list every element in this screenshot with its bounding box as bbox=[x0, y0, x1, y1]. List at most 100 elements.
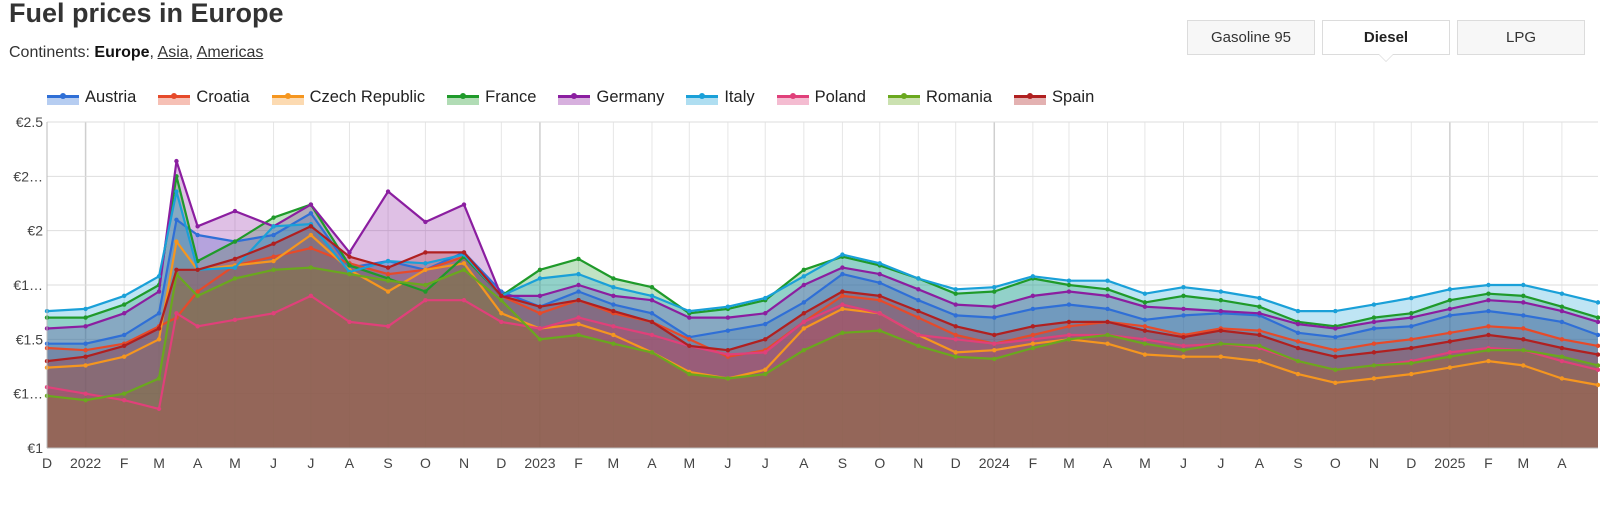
data-point-germany bbox=[347, 250, 352, 255]
legend-swatch bbox=[1014, 91, 1047, 105]
y-tick-label: €1.5 bbox=[16, 331, 43, 347]
data-point-czech-republic bbox=[1559, 376, 1565, 381]
data-point-spain bbox=[840, 289, 845, 294]
data-point-austria bbox=[1521, 313, 1526, 318]
data-point-poland bbox=[1595, 367, 1600, 372]
data-point-romania bbox=[1105, 332, 1110, 338]
data-point-croatia bbox=[271, 254, 276, 259]
data-point-romania bbox=[877, 328, 882, 333]
data-point-spain bbox=[611, 308, 616, 314]
legend-label: Germany bbox=[596, 88, 665, 106]
data-point-austria bbox=[576, 289, 581, 294]
series-area-romania bbox=[47, 267, 1598, 448]
data-point-croatia bbox=[1257, 328, 1262, 333]
data-point-spain bbox=[1486, 332, 1491, 338]
legend-item-germany[interactable]: Germany bbox=[558, 88, 664, 107]
data-point-germany bbox=[1486, 298, 1491, 303]
data-point-romania bbox=[1066, 337, 1072, 342]
legend-item-czech-republic[interactable]: Czech Republic bbox=[271, 88, 425, 107]
x-tick-label: A bbox=[1557, 455, 1567, 471]
data-point-germany bbox=[174, 158, 179, 164]
data-point-austria bbox=[1105, 306, 1110, 312]
data-point-poland bbox=[1181, 343, 1186, 349]
data-point-czech-republic bbox=[801, 326, 807, 331]
legend-label: Croatia bbox=[196, 88, 250, 106]
data-point-poland bbox=[156, 406, 162, 412]
continent-asia-link[interactable]: Asia bbox=[157, 44, 189, 61]
x-tick-label: J bbox=[307, 455, 314, 471]
legend-item-italy[interactable]: Italy bbox=[686, 88, 755, 107]
data-point-spain bbox=[725, 348, 731, 353]
data-point-austria bbox=[877, 280, 882, 286]
data-point-croatia bbox=[916, 315, 921, 320]
data-point-germany bbox=[156, 289, 162, 294]
data-point-czech-republic bbox=[385, 289, 391, 294]
data-point-italy bbox=[649, 293, 655, 299]
data-point-croatia bbox=[1030, 332, 1036, 338]
data-point-spain bbox=[1181, 334, 1186, 340]
tab-diesel[interactable]: Diesel bbox=[1322, 20, 1450, 62]
x-tick-label: A bbox=[345, 455, 355, 471]
legend-label: Italy bbox=[724, 88, 755, 106]
fuel-type-tabs: Gasoline 95 Diesel LPG bbox=[1187, 20, 1592, 62]
legend-label: Austria bbox=[85, 88, 137, 106]
data-point-romania bbox=[308, 265, 314, 270]
data-point-croatia bbox=[1066, 324, 1072, 329]
tab-gasoline-95[interactable]: Gasoline 95 bbox=[1187, 20, 1315, 55]
data-point-croatia bbox=[953, 332, 958, 338]
tab-lpg[interactable]: LPG bbox=[1457, 20, 1585, 55]
data-point-czech-republic bbox=[576, 321, 581, 327]
data-point-germany bbox=[1371, 319, 1377, 325]
data-point-france bbox=[1595, 315, 1600, 320]
data-point-croatia bbox=[1447, 330, 1453, 336]
legend-item-austria[interactable]: Austria bbox=[47, 88, 136, 107]
data-point-italy bbox=[1371, 302, 1377, 307]
data-point-romania bbox=[1409, 361, 1414, 366]
data-point-romania bbox=[423, 282, 428, 288]
data-point-italy bbox=[1218, 289, 1224, 294]
data-point-romania bbox=[1257, 343, 1262, 349]
data-point-france bbox=[649, 284, 655, 290]
data-point-austria bbox=[1486, 308, 1491, 314]
data-point-austria bbox=[1595, 332, 1600, 338]
data-point-germany bbox=[840, 265, 845, 270]
y-tick-label: €1 bbox=[27, 440, 43, 456]
y-tick-label: €2.5 bbox=[16, 114, 43, 130]
data-point-austria bbox=[1447, 313, 1453, 318]
data-point-romania bbox=[347, 271, 352, 277]
data-point-germany bbox=[1521, 300, 1526, 305]
data-point-italy bbox=[1559, 291, 1565, 296]
data-point-italy bbox=[1066, 278, 1072, 283]
data-point-france bbox=[347, 263, 352, 268]
data-point-austria bbox=[1409, 324, 1414, 329]
legend-item-poland[interactable]: Poland bbox=[776, 88, 866, 107]
data-point-germany bbox=[537, 293, 543, 299]
data-point-italy bbox=[916, 276, 921, 281]
data-point-austria bbox=[1333, 334, 1338, 340]
data-point-spain bbox=[461, 250, 467, 255]
legend-item-croatia[interactable]: Croatia bbox=[158, 88, 250, 107]
legend-item-romania[interactable]: Romania bbox=[888, 88, 992, 107]
legend-item-france[interactable]: France bbox=[447, 88, 536, 107]
continent-europe[interactable]: Europe bbox=[94, 44, 150, 61]
continent-selector: Continents: Europe, Asia, Americas bbox=[9, 44, 264, 61]
data-point-spain bbox=[1371, 350, 1377, 355]
continent-americas-link[interactable]: Americas bbox=[196, 44, 264, 61]
data-point-spain bbox=[83, 354, 88, 359]
data-point-germany bbox=[83, 324, 88, 329]
legend-item-spain[interactable]: Spain bbox=[1014, 88, 1094, 107]
series-area-croatia bbox=[47, 248, 1598, 448]
data-point-austria bbox=[121, 332, 127, 338]
data-point-croatia bbox=[385, 271, 391, 277]
data-point-poland bbox=[763, 350, 768, 355]
data-point-germany bbox=[1066, 289, 1072, 294]
data-point-croatia bbox=[1333, 348, 1338, 353]
data-point-croatia bbox=[1521, 326, 1526, 331]
data-point-spain bbox=[649, 319, 655, 325]
data-point-france bbox=[537, 267, 543, 272]
data-point-austria bbox=[1295, 330, 1301, 336]
data-point-romania bbox=[1447, 354, 1453, 359]
data-point-italy bbox=[1142, 291, 1148, 296]
data-point-romania bbox=[1559, 354, 1565, 359]
data-point-poland bbox=[877, 311, 882, 316]
